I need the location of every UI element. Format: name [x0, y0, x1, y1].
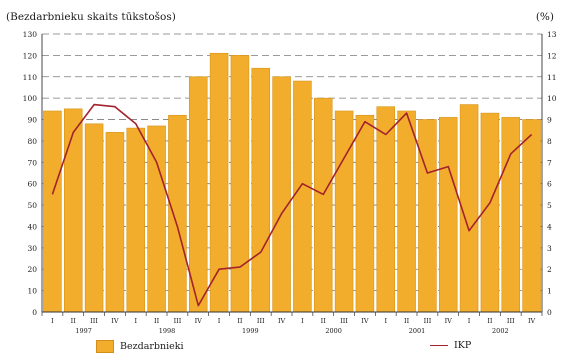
y-tick-right: 5	[547, 201, 552, 210]
x-tick-label-quarter: III	[90, 317, 98, 325]
x-tick-label-quarter: IV	[111, 317, 119, 325]
x-tick-label-quarter: IV	[361, 317, 369, 325]
y-tick-right: 13	[547, 30, 557, 39]
y-tick-left: 20	[27, 265, 37, 274]
y-tick-left: 120	[23, 51, 38, 60]
x-tick-label-quarter: I	[468, 317, 471, 325]
x-tick-label-quarter: I	[218, 317, 221, 325]
x-tick-label-quarter: III	[257, 317, 265, 325]
bar-bezdarbnieki	[438, 117, 458, 313]
x-tick-label-quarter: II	[154, 317, 160, 325]
y-tick-left: 0	[32, 308, 37, 317]
y-tick-left: 110	[23, 73, 38, 82]
x-tick-label-quarter: III	[174, 317, 182, 325]
x-tick-label-quarter: I	[384, 317, 387, 325]
bar-bezdarbnieki	[84, 123, 104, 313]
y-tick-left: 60	[27, 180, 37, 189]
x-tick-label-quarter: II	[404, 317, 410, 325]
x-tick-label-quarter: I	[301, 317, 304, 325]
y-tick-right: 1	[547, 287, 552, 296]
y-tick-left: 70	[27, 158, 37, 167]
legend-item-bezdarbnieki: Bezdarbnieki	[96, 340, 184, 353]
bar-bezdarbnieki	[459, 104, 479, 313]
chart-title-right: (%)	[536, 11, 554, 23]
x-tick-label-quarter: I	[51, 317, 54, 325]
legend-label-ikp: IKP	[454, 340, 472, 351]
x-tick-label-year: 1998	[159, 327, 176, 335]
bar-bezdarbnieki	[418, 119, 437, 313]
bar-bezdarbnieki	[272, 76, 291, 313]
y-tick-right: 12	[547, 51, 557, 60]
x-tick-label-quarter: III	[424, 317, 432, 325]
y-tick-left: 100	[23, 94, 38, 103]
x-tick-label-quarter: II	[487, 317, 493, 325]
bar-bezdarbnieki	[251, 67, 271, 313]
bar-bezdarbnieki	[397, 110, 416, 313]
bar-bezdarbnieki	[313, 97, 333, 313]
y-tick-left: 130	[23, 30, 38, 39]
x-tick-label-quarter: IV	[445, 317, 453, 325]
legend-label-bezdarbnieki: Bezdarbnieki	[120, 341, 184, 352]
x-tick-label-quarter: III	[340, 317, 348, 325]
y-tick-right: 0	[547, 308, 552, 317]
x-tick-label-year: 2001	[409, 327, 426, 335]
bar-bezdarbnieki	[63, 108, 83, 313]
y-tick-left: 30	[27, 244, 37, 253]
x-tick-label-year: 1997	[75, 327, 92, 335]
x-tick-label-quarter: I	[134, 317, 137, 325]
bar-bezdarbnieki	[126, 127, 146, 313]
bar-bezdarbnieki	[147, 125, 166, 313]
bar-bezdarbnieki	[355, 114, 375, 313]
y-tick-left: 80	[27, 137, 37, 146]
bar-bezdarbnieki	[376, 106, 396, 313]
y-tick-right: 6	[547, 180, 552, 189]
x-tick-label-quarter: II	[237, 317, 243, 325]
y-tick-right: 7	[547, 158, 552, 167]
bar-bezdarbnieki	[105, 132, 125, 313]
x-tick-label-quarter: III	[507, 317, 515, 325]
y-tick-right: 2	[547, 265, 552, 274]
line-ikp	[51, 103, 533, 307]
bar-bezdarbnieki	[188, 76, 208, 313]
y-tick-right: 4	[547, 222, 552, 231]
y-tick-left: 50	[27, 201, 37, 210]
x-tick-label-quarter: II	[321, 317, 327, 325]
x-tick-label-quarter: IV	[528, 317, 536, 325]
bar-bezdarbnieki	[209, 52, 229, 313]
x-tick-label-quarter: II	[71, 317, 77, 325]
chart-title-left: (Bezdarbnieku skaits tūkstošos)	[6, 11, 176, 23]
bar-bezdarbnieki	[334, 110, 354, 313]
legend-swatch-line	[430, 345, 448, 346]
bar-bezdarbnieki	[168, 114, 187, 313]
x-tick-label-quarter: IV	[195, 317, 203, 325]
bar-bezdarbnieki	[501, 117, 521, 313]
x-tick-label-quarter: IV	[278, 317, 286, 325]
x-tick-label-year: 2002	[492, 327, 509, 335]
y-tick-left: 10	[27, 287, 37, 296]
y-tick-right: 11	[547, 73, 557, 82]
legend-swatch-bar	[96, 340, 114, 353]
legend-item-ikp: IKP	[430, 340, 471, 351]
x-tick-label-year: 1999	[242, 327, 259, 335]
y-tick-left: 90	[27, 116, 37, 125]
y-tick-right: 10	[547, 94, 557, 103]
bar-bezdarbnieki	[293, 80, 312, 313]
bar-bezdarbnieki	[230, 55, 250, 313]
y-tick-right: 9	[547, 116, 552, 125]
y-tick-right: 8	[547, 137, 552, 146]
bar-bezdarbnieki	[43, 110, 62, 313]
x-tick-label-year: 2000	[325, 327, 342, 335]
bar-bezdarbnieki	[522, 119, 541, 313]
y-tick-left: 40	[27, 222, 37, 231]
y-tick-right: 3	[547, 244, 552, 253]
